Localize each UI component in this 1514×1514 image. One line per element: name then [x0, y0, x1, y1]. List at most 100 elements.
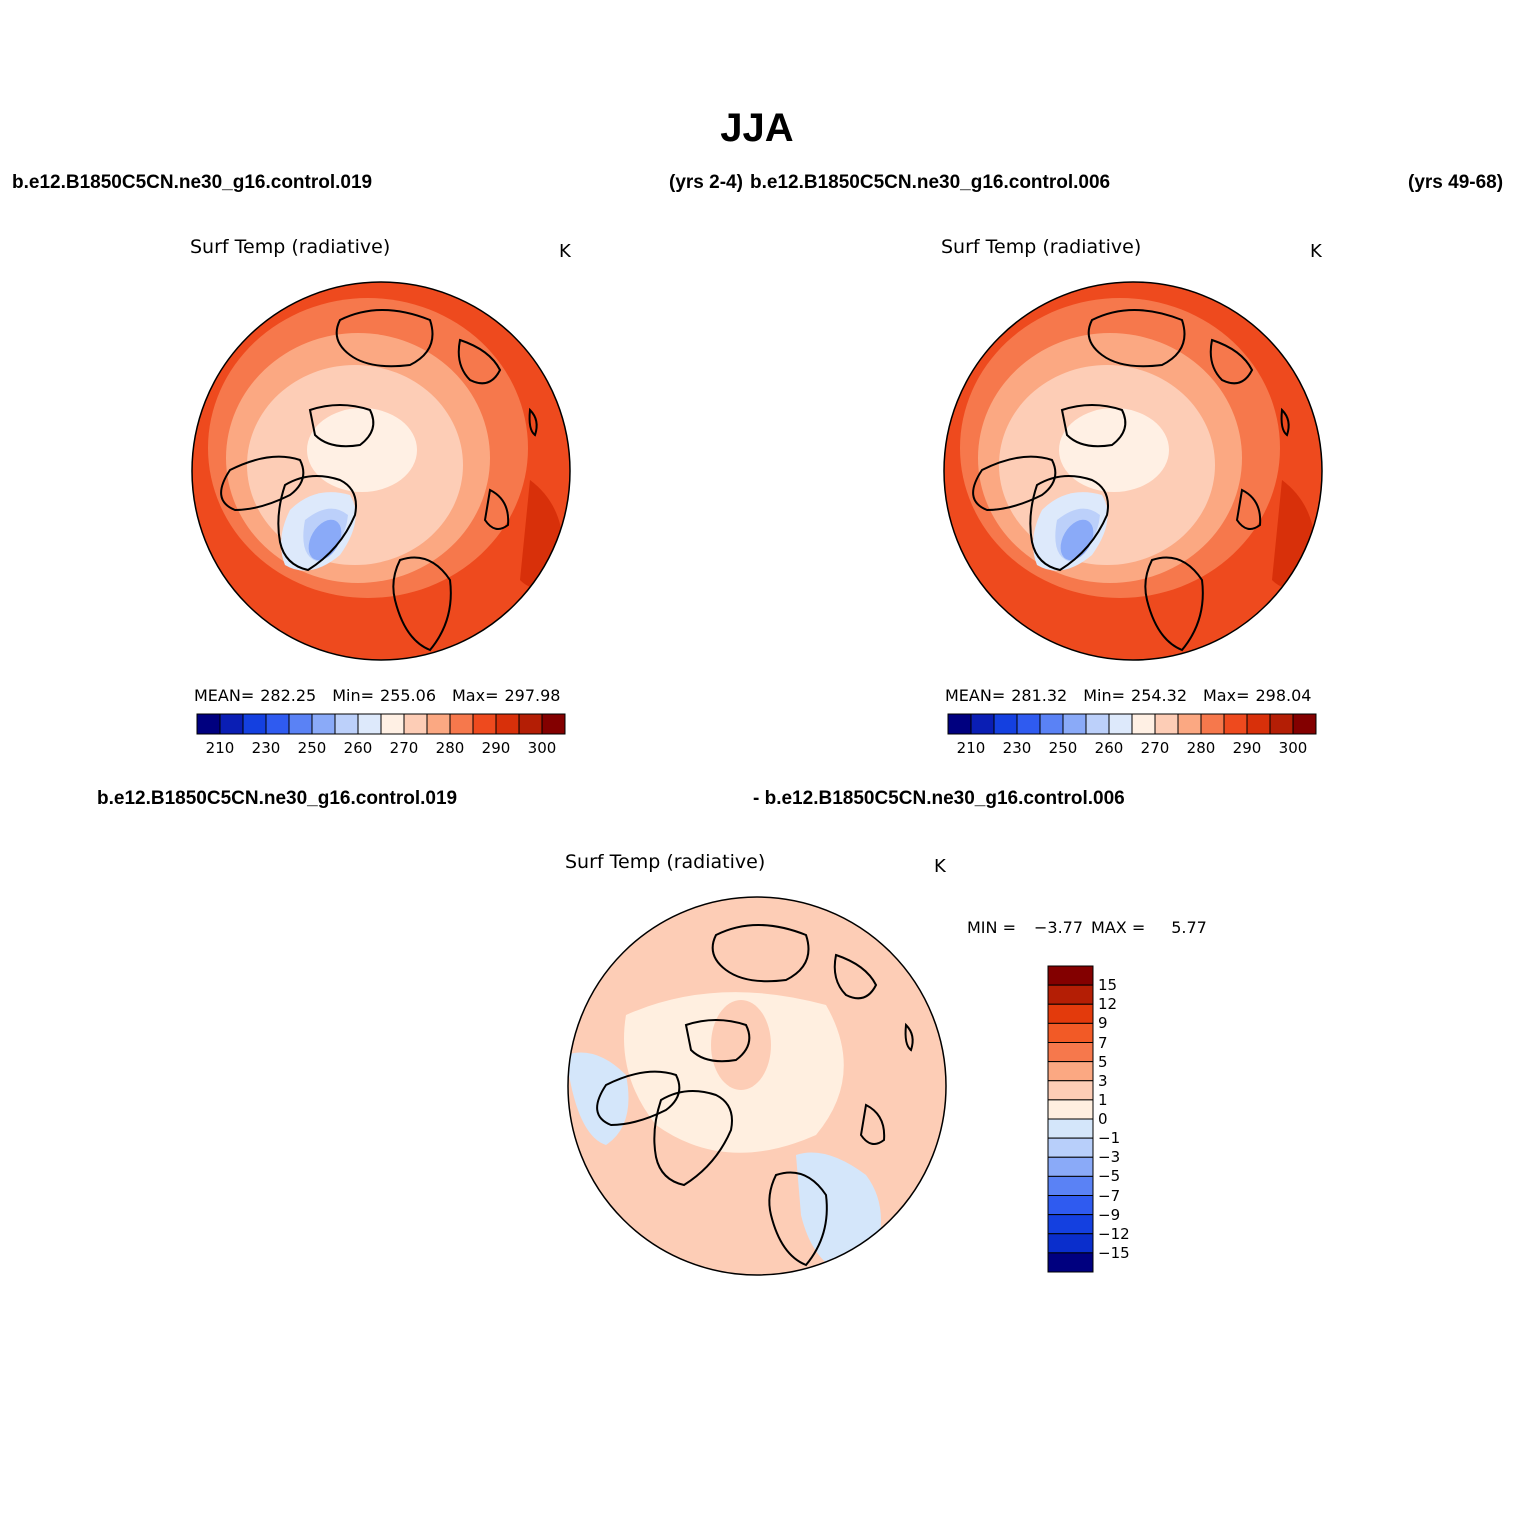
colorbar-box — [242, 713, 267, 735]
colorbar-tick-label: −7 — [1098, 1186, 1121, 1205]
colorbar-box — [219, 713, 244, 735]
colorbar-tick-label: 270 — [1140, 739, 1170, 757]
panel-1-stats: MEAN= 282.25 Min= 255.06 Max= 297.98 — [194, 687, 560, 705]
colorbar-box — [1047, 1156, 1094, 1177]
colorbar-tick-label: 210 — [956, 739, 986, 757]
colorbar-box — [970, 713, 995, 735]
polar-map-difference — [567, 896, 947, 1276]
panel-1-max: 297.98 — [504, 686, 561, 705]
panel-2-units: K — [1310, 241, 1322, 262]
map-boundary — [567, 896, 947, 1276]
case-b-name: b.e12.B1850C5CN.ne30_g16.control.006 — [750, 172, 1111, 193]
colorbar-tick-label: 230 — [1002, 739, 1032, 757]
colorbar-box — [1047, 1252, 1094, 1273]
panel-1-mean: 282.25 — [260, 686, 317, 705]
field-cool-west — [568, 1052, 629, 1145]
colorbar-tick-label: 5 — [1098, 1052, 1108, 1071]
colorbar-box — [1047, 1137, 1094, 1158]
panel-2-mean-label: MEAN= — [945, 686, 1006, 705]
colorbar-tick-label: 270 — [389, 739, 419, 757]
colorbar-box — [1200, 713, 1225, 735]
coastline — [711, 924, 810, 983]
panel-1-max-label: Max= — [452, 686, 499, 705]
case-a-years: (yrs 2-4) — [669, 172, 743, 193]
coastline — [859, 1103, 886, 1145]
coastline — [596, 1070, 681, 1127]
panel-2-min-label: Min= — [1083, 686, 1126, 705]
colorbar-box — [357, 713, 382, 735]
colorbar-box — [947, 713, 972, 735]
colorbar-box — [403, 713, 428, 735]
colorbar-box — [1047, 1195, 1094, 1216]
coastline — [220, 455, 305, 512]
coastline — [972, 455, 1057, 512]
panel-1-units: K — [559, 241, 571, 262]
panel-1-mean-label: MEAN= — [194, 686, 255, 705]
coastline — [1280, 407, 1290, 437]
diff-case-line-1: b.e12.B1850C5CN.ne30_g16.control.019 — [97, 788, 458, 809]
map-field — [192, 282, 570, 660]
panel-2-stats: MEAN= 281.32 Min= 254.32 Max= 298.04 — [945, 687, 1311, 705]
colorbar-box — [426, 713, 451, 735]
colorbar-tick-label: 260 — [1094, 739, 1124, 757]
diff-case-line-2: - b.e12.B1850C5CN.ne30_g16.control.006 — [753, 788, 1125, 809]
field-pole — [1059, 408, 1169, 492]
diff-max: 5.77 — [1171, 918, 1207, 937]
coastline — [392, 556, 452, 652]
colorbar-tick-label: 280 — [435, 739, 465, 757]
colorbar-box — [1047, 1061, 1094, 1082]
coastline — [684, 1019, 751, 1063]
colorbar-box — [1047, 1214, 1094, 1235]
colorbar-box — [1047, 1118, 1094, 1139]
diff-min: −3.77 — [1033, 918, 1084, 937]
colorbar-box — [1047, 1042, 1094, 1063]
page-title: JJA — [720, 106, 794, 150]
colorbar-box — [1269, 713, 1294, 735]
colorbar-tick-label: −12 — [1098, 1224, 1130, 1243]
panel-1-min: 255.06 — [380, 686, 436, 705]
colorbar-box — [1062, 713, 1087, 735]
colorbar-box — [1177, 713, 1202, 735]
colorbar-case-a — [196, 713, 566, 735]
coastline — [528, 407, 538, 437]
colorbar-tick-label: 290 — [1232, 739, 1262, 757]
polar-map-case-b — [943, 281, 1323, 661]
colorbar-box — [196, 713, 221, 735]
colorbar-box — [1016, 713, 1041, 735]
colorbar-tick-label: −9 — [1098, 1205, 1121, 1224]
colorbar-tick-label: 280 — [1186, 739, 1216, 757]
panel-1-min-label: Min= — [332, 686, 375, 705]
colorbar-box — [380, 713, 405, 735]
colorbar-tick-label: 250 — [1048, 739, 1078, 757]
colorbar-box — [1047, 1080, 1094, 1101]
case-b-years: (yrs 49-68) — [1408, 172, 1504, 193]
panel-2-max: 298.04 — [1255, 686, 1312, 705]
colorbar-box — [1246, 713, 1271, 735]
colorbar-box — [1047, 1022, 1094, 1043]
coastline — [1144, 556, 1204, 652]
diff-stats: MIN = −3.77 MAX = 5.77 — [967, 919, 1207, 937]
colorbar-box — [1047, 1233, 1094, 1254]
colorbar-box — [1131, 713, 1156, 735]
coastline — [653, 1090, 733, 1187]
colorbar-tick-label: 0 — [1098, 1110, 1108, 1128]
colorbar-tick-label: 15 — [1098, 976, 1118, 995]
colorbar-box — [495, 713, 520, 735]
panel-2-min: 254.32 — [1131, 686, 1187, 705]
colorbar-tick-label: 230 — [251, 739, 281, 757]
colorbar-box — [1047, 1175, 1094, 1196]
colorbar-box — [1047, 965, 1094, 986]
colorbar-box — [1292, 713, 1317, 735]
colorbar-tick-label: −5 — [1098, 1167, 1121, 1186]
colorbar-box — [311, 713, 336, 735]
colorbar-box — [1223, 713, 1248, 735]
colorbar-tick-label: 1 — [1098, 1090, 1108, 1109]
colorbar-tick-label: −15 — [1098, 1243, 1130, 1262]
colorbar-case-b — [947, 713, 1317, 735]
coastline — [457, 338, 502, 385]
diff-min-label: MIN = — [967, 918, 1016, 937]
colorbar-box — [1108, 713, 1133, 735]
map-field — [568, 897, 946, 1275]
colorbar-tick-label: 7 — [1098, 1033, 1108, 1052]
diff-variable: Surf Temp (radiative) — [565, 851, 766, 873]
